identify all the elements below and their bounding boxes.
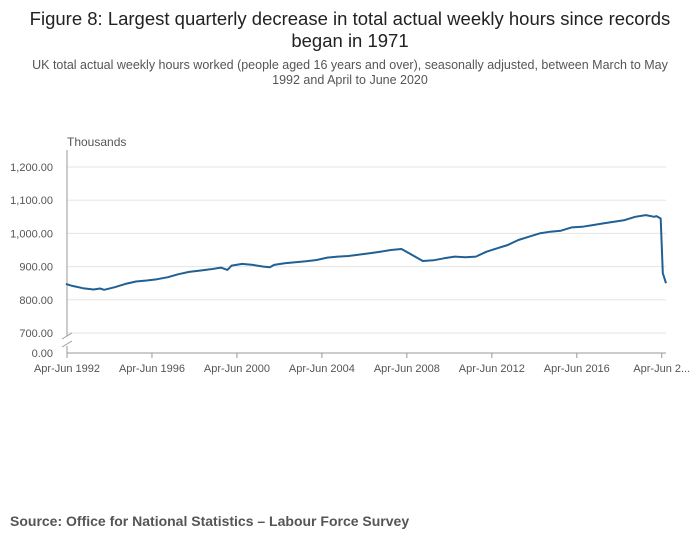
source-note: Source: Office for National Statistics –… bbox=[10, 513, 410, 529]
x-tick-label: Apr-Jun 2... bbox=[633, 363, 690, 375]
x-tick-label: Apr-Jun 2016 bbox=[544, 363, 610, 375]
chart-title: Figure 8: Largest quarterly decrease in … bbox=[29, 8, 671, 51]
y-tick-label: 1,000.00 bbox=[10, 228, 53, 240]
x-tick-label: Apr-Jun 2004 bbox=[289, 363, 355, 375]
x-axis-ticks: Apr-Jun 1992 Apr-Jun 1996 Apr-Jun 2000 Apr-… bbox=[34, 353, 690, 375]
y-axis-ticks: 1,200.00 1,100.00 1,000.00 900.00 800.00 700.… bbox=[10, 162, 53, 360]
chart-subtitle: UK total actual weekly hours worked (peo… bbox=[32, 58, 668, 87]
y-tick-label: 800.00 bbox=[19, 295, 53, 307]
series-line-total-actual-weekly-hours bbox=[65, 214, 667, 291]
x-tick-label: Apr-Jun 1996 bbox=[119, 363, 185, 375]
y-tick-label: 700.00 bbox=[19, 328, 53, 340]
y-axis-unit-label: Thousands bbox=[67, 135, 126, 149]
x-tick-label: Apr-Jun 2000 bbox=[204, 363, 270, 375]
x-tick-label: Apr-Jun 2012 bbox=[459, 363, 525, 375]
y-tick-label: 1,100.00 bbox=[10, 195, 53, 207]
gridlines bbox=[67, 166, 666, 334]
x-tick-label: Apr-Jun 1992 bbox=[34, 363, 100, 375]
y-tick-label: 1,200.00 bbox=[10, 162, 53, 174]
axis-break-marker bbox=[60, 332, 74, 348]
y-tick-label: 900.00 bbox=[19, 262, 53, 274]
x-tick-label: Apr-Jun 2008 bbox=[374, 363, 440, 375]
y-tick-label: 0.00 bbox=[32, 348, 53, 360]
